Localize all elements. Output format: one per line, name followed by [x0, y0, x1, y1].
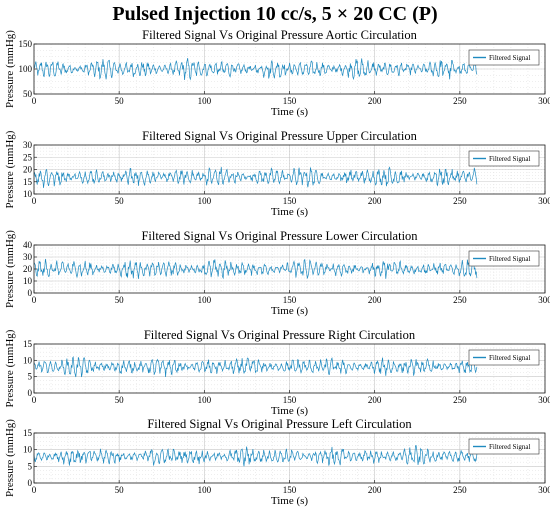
x-tick-label: 0 — [32, 96, 37, 106]
y-tick-label: 30 — [23, 140, 33, 150]
y-tick-label: 5 — [28, 372, 33, 382]
x-axis-label: Time (s) — [271, 106, 309, 118]
x-tick-label: 250 — [453, 485, 467, 495]
chart-title: Filtered Signal Vs Original Pressure Lef… — [147, 417, 412, 431]
legend-box — [468, 438, 540, 455]
series-line-filtered-signal — [33, 356, 478, 378]
y-axis-label: Pressure (mmHg) — [4, 230, 16, 308]
y-tick-label: 40 — [23, 240, 33, 250]
y-tick-label: 10 — [23, 189, 33, 199]
y-axis-label: Pressure (mmHg) — [4, 419, 16, 497]
chart-panel-2: 0 50 100 150 200 250 300 10 15 20 25 30 Filtered Sig… — [4, 129, 550, 218]
y-tick-label: 20 — [23, 264, 33, 274]
x-tick-label: 200 — [368, 295, 382, 305]
series-line-filtered-signal — [33, 166, 478, 188]
x-tick-label: 300 — [538, 395, 550, 405]
x-tick-label: 100 — [198, 96, 212, 106]
y-tick-label: 0 — [28, 388, 33, 398]
chart-panel-5: 0 50 100 150 200 250 300 0 5 10 15 Filtered Signal … — [4, 417, 550, 507]
x-tick-label: 150 — [283, 96, 297, 106]
chart-title: Filtered Signal Vs Original Pressure Low… — [141, 229, 418, 243]
x-tick-label: 0 — [32, 395, 37, 405]
x-tick-label: 300 — [538, 295, 550, 305]
y-tick-label: 15 — [23, 339, 33, 349]
x-tick-label: 0 — [32, 196, 37, 206]
x-tick-label: 100 — [198, 395, 212, 405]
y-axis-label: Pressure (mmHg) — [4, 329, 16, 407]
x-tick-label: 250 — [453, 196, 467, 206]
y-tick-label: 20 — [23, 165, 33, 175]
series-line-filtered-signal — [33, 445, 478, 467]
chart-title: Filtered Signal Vs Original Pressure Upp… — [142, 129, 417, 143]
x-axis-label: Time (s) — [271, 206, 309, 218]
y-tick-label: 25 — [23, 152, 33, 162]
figure-title: Pulsed Injection 10 cc/s, 5 × 20 CC (P) — [112, 3, 438, 25]
legend-label: Filtered Signal — [489, 155, 530, 163]
y-tick-label: 10 — [23, 276, 33, 286]
x-tick-label: 100 — [198, 196, 212, 206]
x-tick-label: 150 — [283, 196, 297, 206]
chart-title: Filtered Signal Vs Original Pressure Aor… — [142, 28, 417, 42]
y-axis-label: Pressure (mmHg) — [4, 130, 16, 208]
legend-box — [468, 349, 540, 366]
y-tick-label: 50 — [23, 89, 33, 99]
chart-panel-3: 0 50 100 150 200 250 300 0 10 20 30 40 Filtered Sign… — [4, 229, 550, 317]
x-tick-label: 0 — [32, 295, 37, 305]
x-tick-label: 250 — [453, 395, 467, 405]
legend-label: Filtered Signal — [489, 255, 530, 263]
x-tick-label: 200 — [368, 196, 382, 206]
x-tick-label: 50 — [115, 485, 125, 495]
series-line-filtered-signal — [33, 58, 478, 81]
y-tick-label: 100 — [19, 64, 33, 74]
x-tick-label: 250 — [453, 295, 467, 305]
legend-label: Filtered Signal — [489, 443, 530, 451]
x-tick-label: 50 — [115, 196, 125, 206]
y-tick-label: 5 — [28, 461, 33, 471]
x-tick-label: 50 — [115, 295, 125, 305]
x-tick-label: 100 — [198, 485, 212, 495]
x-tick-label: 300 — [538, 196, 550, 206]
x-tick-label: 50 — [115, 395, 125, 405]
x-tick-label: 100 — [198, 295, 212, 305]
x-axis-label: Time (s) — [271, 405, 309, 417]
legend-label: Filtered Signal — [489, 354, 530, 362]
x-tick-label: 150 — [283, 485, 297, 495]
x-axis-label: Time (s) — [271, 305, 309, 317]
legend-box — [468, 250, 540, 267]
x-tick-label: 0 — [32, 485, 37, 495]
legend-box — [468, 49, 540, 66]
y-tick-label: 15 — [23, 177, 33, 187]
y-tick-label: 30 — [23, 252, 33, 262]
x-tick-label: 300 — [538, 485, 550, 495]
y-tick-label: 15 — [23, 428, 33, 438]
x-tick-label: 250 — [453, 96, 467, 106]
legend-label: Filtered Signal — [489, 54, 530, 62]
y-tick-label: 10 — [23, 355, 33, 365]
x-axis-label: Time (s) — [271, 495, 309, 507]
x-tick-label: 300 — [538, 96, 550, 106]
y-tick-label: 0 — [28, 288, 33, 298]
y-axis-label: Pressure (mmHg) — [4, 30, 16, 108]
y-tick-label: 10 — [23, 445, 33, 455]
x-tick-label: 200 — [368, 485, 382, 495]
x-tick-label: 150 — [283, 295, 297, 305]
series-line-filtered-signal — [33, 258, 478, 280]
x-tick-label: 50 — [115, 96, 125, 106]
chart-title: Filtered Signal Vs Original Pressure Rig… — [144, 328, 416, 342]
x-tick-label: 200 — [368, 395, 382, 405]
y-tick-label: 150 — [19, 39, 33, 49]
chart-panel-4: 0 50 100 150 200 250 300 0 5 10 15 Filtered Signal … — [4, 328, 550, 417]
legend-box — [468, 150, 540, 167]
y-tick-label: 0 — [28, 478, 33, 488]
x-tick-label: 200 — [368, 96, 382, 106]
x-tick-label: 150 — [283, 395, 297, 405]
